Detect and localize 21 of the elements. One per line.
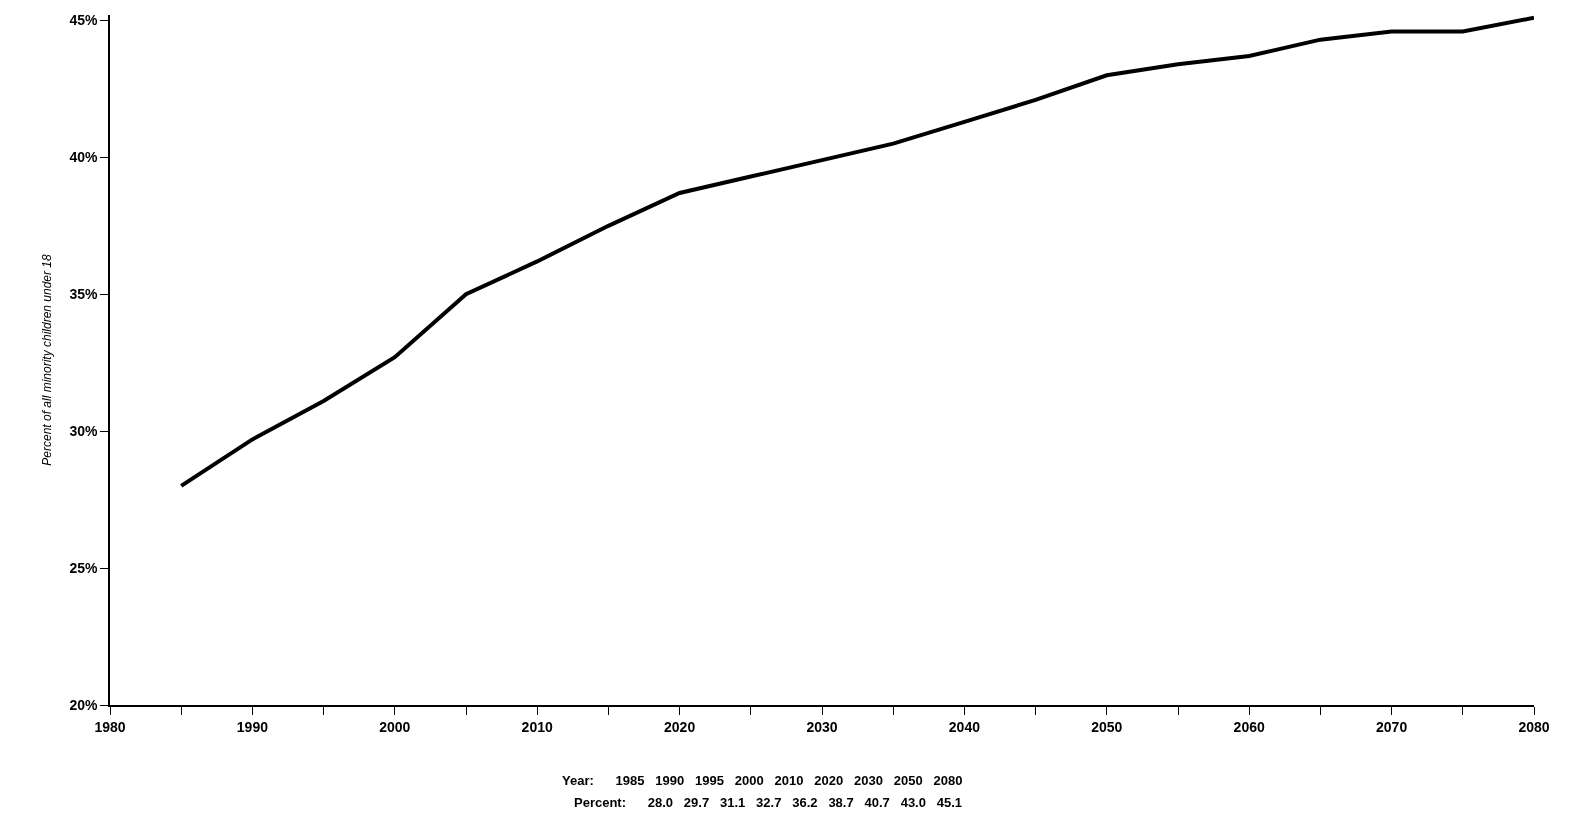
text: Year: 1985 1990 1995 2000 2010 2020 2030 2050 2080 bbox=[562, 773, 963, 788]
x-tick-label: 2080 bbox=[1518, 718, 1550, 735]
text: Percent: 28.0 29.7 31.1 32.7 36.2 38.7 40.7 43.0 45.1 bbox=[574, 795, 963, 810]
x-tick-label: 2030 bbox=[806, 718, 838, 735]
line-series bbox=[179, 15, 1534, 488]
y-tick-label: 35% bbox=[69, 286, 98, 303]
x-tick-label: 2060 bbox=[1233, 718, 1265, 735]
x-tick-label: 2070 bbox=[1376, 718, 1408, 735]
x-tick-label: 2000 bbox=[379, 718, 411, 735]
y-tick-label: 20% bbox=[69, 696, 98, 713]
x-tick-label: 2040 bbox=[948, 718, 981, 735]
x-tick-label: 1990 bbox=[236, 718, 269, 735]
y-tick-label: 40% bbox=[69, 149, 98, 166]
y-tick-label: 25% bbox=[69, 560, 98, 576]
x-tick-label: 2010 bbox=[521, 718, 553, 735]
x-tick-label: 2020 bbox=[664, 718, 696, 735]
y-tick-label: 30% bbox=[69, 423, 98, 440]
x-tick-label: 2050 bbox=[1091, 718, 1123, 735]
x-tick-label: 1980 bbox=[94, 718, 126, 735]
y-tick-label: 45% bbox=[69, 12, 98, 29]
y-axis-title: Percent of all minority children under 18 bbox=[40, 253, 55, 466]
